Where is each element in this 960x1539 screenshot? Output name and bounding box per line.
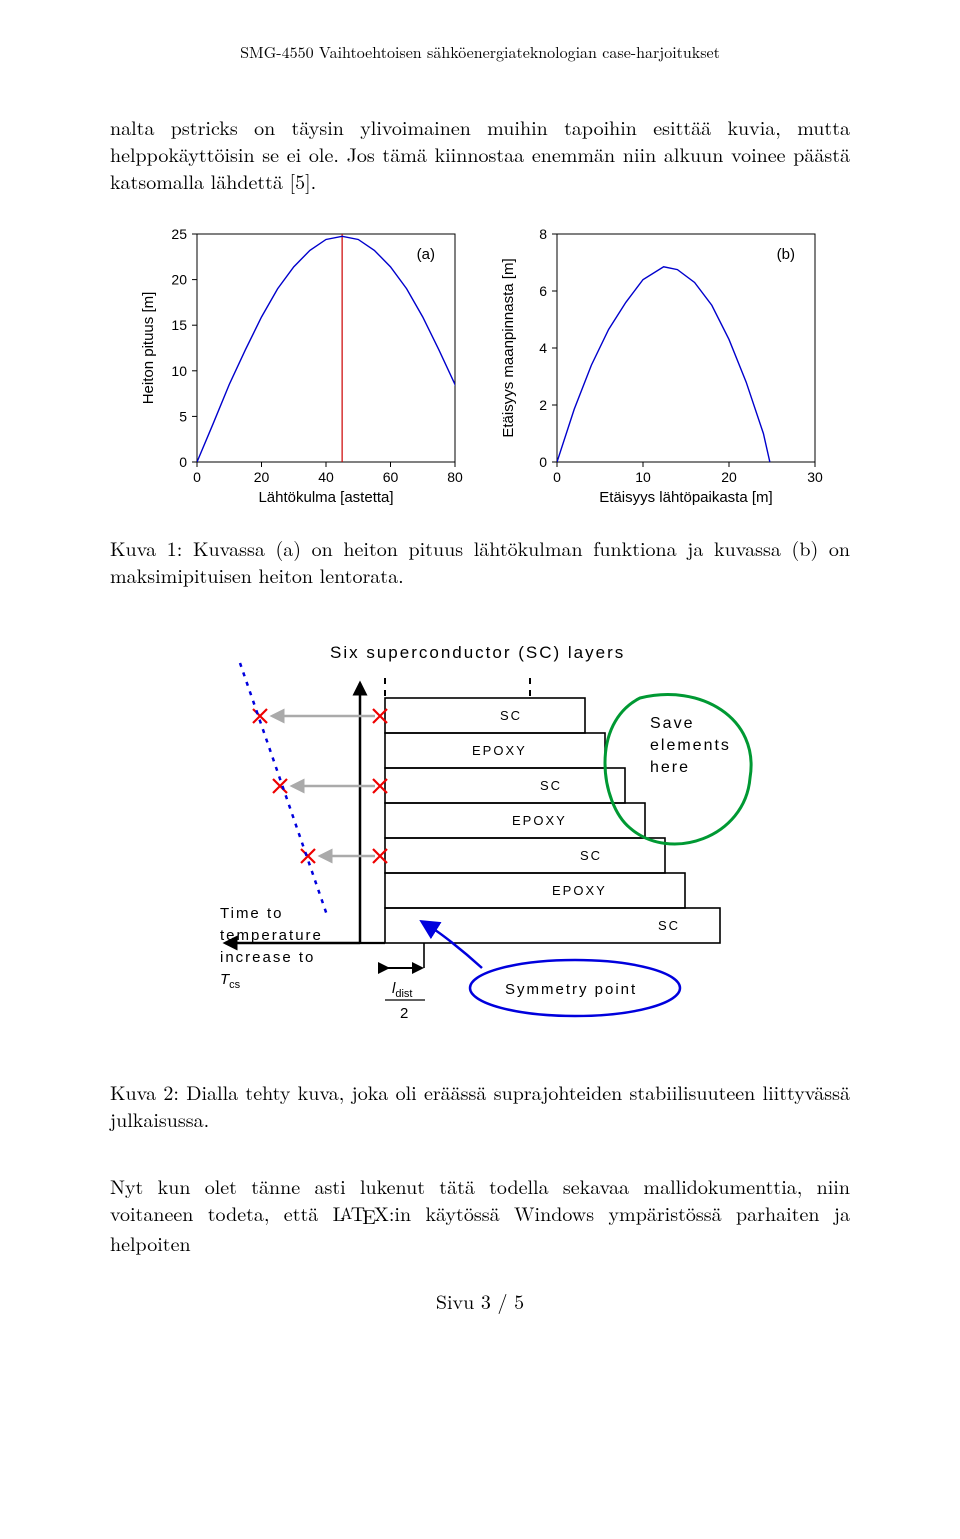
svg-text:20: 20 <box>171 272 187 288</box>
svg-text:(a): (a) <box>417 246 435 263</box>
svg-text:SC: SC <box>500 708 522 723</box>
svg-text:(b): (b) <box>777 246 795 263</box>
svg-text:SC: SC <box>658 918 680 933</box>
svg-text:Heiton pituus [m]: Heiton pituus [m] <box>140 292 157 405</box>
svg-text:Symmetry point: Symmetry point <box>505 981 637 998</box>
svg-text:Etäisyys maanpinnasta [m]: Etäisyys maanpinnasta [m] <box>500 258 517 437</box>
page-footer: Sivu 3 / 5 <box>110 1286 850 1315</box>
svg-text:here: here <box>650 759 690 776</box>
svg-text:increase to: increase to <box>220 949 315 966</box>
figure-2-caption: Kuva 2: Dialla tehty kuva, joka oli erää… <box>110 1078 850 1132</box>
svg-text:20: 20 <box>254 469 270 485</box>
svg-text:40: 40 <box>318 469 334 485</box>
svg-text:EPOXY: EPOXY <box>512 813 567 828</box>
svg-text:30: 30 <box>807 469 823 485</box>
svg-text:8: 8 <box>539 226 547 242</box>
svg-text:25: 25 <box>171 226 187 242</box>
svg-text:temperature: temperature <box>220 927 323 944</box>
chart-a: 0 20 40 60 80 0 5 10 15 20 25 Lähtökulma [astetta] H… <box>135 224 465 514</box>
svg-text:2: 2 <box>539 397 547 413</box>
svg-text:5: 5 <box>179 408 187 424</box>
svg-text:elements: elements <box>650 737 731 754</box>
svg-text:10: 10 <box>635 469 651 485</box>
svg-text:4: 4 <box>539 340 547 356</box>
chart-b: 0 10 20 30 0 2 4 6 8 Etäisyys lähtöpaikasta [m] Et… <box>495 224 825 514</box>
svg-text:0: 0 <box>553 469 561 485</box>
svg-text:Etäisyys lähtöpaikasta [m]: Etäisyys lähtöpaikasta [m] <box>599 489 772 506</box>
svg-text:0: 0 <box>193 469 201 485</box>
svg-text:SC: SC <box>580 848 602 863</box>
paragraph-2: Nyt kun olet tänne asti lukenut tätä tod… <box>110 1172 850 1256</box>
svg-text:80: 80 <box>447 469 463 485</box>
svg-text:Time to: Time to <box>220 905 283 922</box>
paragraph-1: nalta pstricks on täysin ylivoimainen mu… <box>110 113 850 194</box>
svg-text:60: 60 <box>383 469 399 485</box>
svg-text:Tcs: Tcs <box>220 971 241 991</box>
svg-text:SC: SC <box>540 778 562 793</box>
svg-text:10: 10 <box>171 363 187 379</box>
sc-layers-diagram: Six superconductor (SC) layers SC EPOXY SC E… <box>160 628 800 1058</box>
svg-text:EPOXY: EPOXY <box>472 743 527 758</box>
page-header: SMG-4550 Vaihtoehtoisen sähköenergiatekn… <box>110 40 850 63</box>
svg-text:2: 2 <box>400 1005 408 1022</box>
svg-text:20: 20 <box>721 469 737 485</box>
svg-text:Six superconductor (SC) layers: Six superconductor (SC) layers <box>330 643 625 662</box>
figure-1-caption: Kuva 1: Kuvassa (a) on heiton pituus läh… <box>110 534 850 588</box>
svg-text:Lähtökulma [astetta]: Lähtökulma [astetta] <box>258 489 393 506</box>
svg-text:15: 15 <box>171 317 187 333</box>
svg-text:6: 6 <box>539 283 547 299</box>
svg-text:0: 0 <box>539 454 547 470</box>
svg-text:Save: Save <box>650 715 694 732</box>
svg-text:ldist: ldist <box>392 980 412 1000</box>
svg-text:EPOXY: EPOXY <box>552 883 607 898</box>
figure-2-wrap: Six superconductor (SC) layers SC EPOXY SC E… <box>110 628 850 1058</box>
figure-1-row: 0204060800510152025Lähtökulma [astetta]H… <box>110 224 850 514</box>
svg-text:0: 0 <box>179 454 187 470</box>
latex-logo: LATEX <box>333 1198 389 1227</box>
